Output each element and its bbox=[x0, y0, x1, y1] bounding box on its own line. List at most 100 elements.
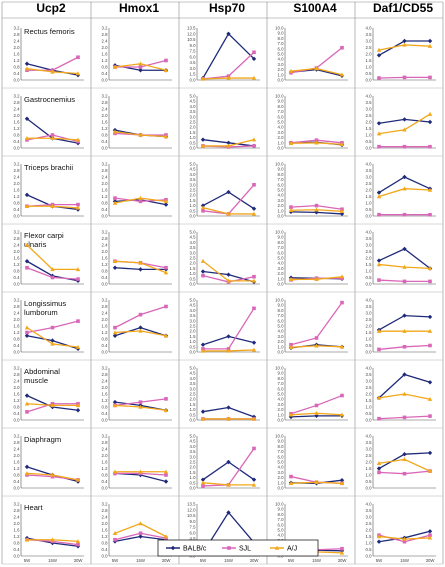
y-tick-label: 2.0 bbox=[366, 120, 373, 125]
data-point-sjl bbox=[76, 55, 80, 60]
y-tick-label: 13.5 bbox=[187, 26, 196, 31]
data-point-sjl bbox=[377, 470, 381, 475]
data-point-a-j bbox=[427, 328, 433, 333]
y-tick-label: 0.8 bbox=[14, 541, 21, 546]
data-point-sjl bbox=[164, 397, 168, 401]
y-tick-label: 0.8 bbox=[14, 133, 21, 138]
y-tick-label: 2.5 bbox=[190, 188, 197, 193]
y-tick-label: 3.5 bbox=[366, 236, 373, 241]
y-tick-label: 5.0 bbox=[190, 298, 197, 303]
y-tick-label: 1.2 bbox=[14, 330, 21, 335]
y-tick-label: 1.5 bbox=[190, 198, 197, 203]
data-point-sjl bbox=[252, 274, 256, 279]
data-point-a-j bbox=[427, 111, 433, 116]
y-tick-label: 3.0 bbox=[366, 175, 373, 180]
y-tick-label: 7.0 bbox=[278, 245, 285, 250]
data-point-sjl bbox=[138, 312, 143, 317]
muscle-label-flexor-carpi-ulnaris: ulnaris bbox=[24, 240, 47, 249]
data-point-a-j bbox=[24, 537, 30, 542]
y-tick-label: 2.4 bbox=[14, 515, 21, 520]
y-tick-label: 0.4 bbox=[14, 275, 21, 280]
data-point-a-j bbox=[314, 66, 319, 71]
y-tick-label: 2.0 bbox=[14, 317, 21, 322]
y-tick-label: 0.5 bbox=[366, 207, 373, 212]
data-point-a-j bbox=[50, 472, 55, 477]
data-point-a-j bbox=[314, 277, 319, 282]
data-point-sjl bbox=[402, 539, 407, 544]
y-tick-label: 0.5 bbox=[366, 547, 373, 552]
data-point-a-j bbox=[163, 469, 169, 474]
muscle-label-rectus-femoris: Rectus femoris bbox=[24, 27, 75, 36]
y-tick-label: 0.8 bbox=[102, 65, 109, 70]
y-tick-label: 2.8 bbox=[14, 304, 21, 309]
data-point-a-j bbox=[75, 344, 81, 349]
y-tick-label: 4.5 bbox=[190, 303, 197, 308]
y-tick-label: 4.0 bbox=[190, 172, 197, 177]
x-tick-label: 5W bbox=[200, 558, 207, 563]
y-tick-label: 1.2 bbox=[14, 194, 21, 199]
panel-daf1-cd55-longissimus-lumborum: 0.0 0.51.0 1.52.0 2.53.0 3.54.0 bbox=[366, 298, 436, 355]
y-tick-label: 1.6 bbox=[102, 120, 109, 125]
y-tick-label: 2.8 bbox=[102, 372, 109, 377]
data-point-a-j bbox=[138, 521, 143, 526]
data-point-sjl bbox=[289, 474, 293, 479]
y-tick-label: 3.0 bbox=[366, 243, 373, 248]
data-point-a-j bbox=[112, 129, 118, 134]
y-tick-label: 3.2 bbox=[14, 94, 21, 99]
y-tick-label: 2.4 bbox=[14, 39, 21, 44]
panel-s100a4-rectus-femoris: 0.01.02.03.04.05.06.07.08.09.010.0 bbox=[275, 26, 348, 83]
data-point-balb-c bbox=[138, 68, 143, 73]
y-tick-label: 5.0 bbox=[278, 324, 285, 329]
data-point-balb-c bbox=[226, 405, 231, 410]
panel-ucp2-diaphragm: 0.0 0.40.8 1.21.6 2.02.4 2.83.2 Diaphragm bbox=[14, 434, 84, 491]
panel-ucp2-abdominal-muscle: 0.0 0.40.8 1.21.6 2.02.4 2.83.2 Abdominalmusc… bbox=[14, 366, 84, 423]
y-tick-label: 2.8 bbox=[102, 440, 109, 445]
data-point-a-j bbox=[163, 67, 169, 72]
x-tick-label: 5W bbox=[376, 558, 383, 563]
y-tick-label: 0.8 bbox=[14, 65, 21, 70]
y-tick-label: 0.5 bbox=[190, 480, 197, 485]
y-tick-label: 5.0 bbox=[278, 52, 285, 57]
data-point-a-j bbox=[24, 471, 30, 476]
y-tick-label: 6.0 bbox=[278, 318, 285, 323]
y-tick-label: 3.2 bbox=[14, 366, 21, 371]
y-tick-label: 2.0 bbox=[278, 135, 285, 140]
data-point-balb-c bbox=[427, 314, 433, 320]
y-tick-label: 7.5 bbox=[190, 525, 197, 530]
y-tick-label: 1.6 bbox=[102, 52, 109, 57]
y-tick-label: 0.4 bbox=[14, 479, 21, 484]
data-point-sjl bbox=[340, 546, 344, 551]
y-tick-label: 0.4 bbox=[14, 71, 21, 76]
data-point-sjl bbox=[402, 212, 407, 217]
y-tick-label: 4.0 bbox=[278, 193, 285, 198]
data-point-balb-c bbox=[75, 408, 81, 413]
y-tick-label: 13.5 bbox=[187, 502, 196, 507]
y-tick-label: 0.4 bbox=[102, 71, 109, 76]
y-tick-label: 1.0 bbox=[366, 133, 373, 138]
y-tick-label: 2.4 bbox=[102, 447, 109, 452]
y-tick-label: 2.0 bbox=[102, 317, 109, 322]
y-tick-label: 2.0 bbox=[278, 203, 285, 208]
x-tick-label: 15W bbox=[136, 558, 146, 563]
data-point-sjl bbox=[377, 212, 381, 217]
data-point-a-j bbox=[402, 186, 407, 191]
y-tick-label: 4.0 bbox=[190, 376, 197, 381]
y-tick-label: 1.2 bbox=[14, 534, 21, 539]
y-tick-label: 3.2 bbox=[14, 434, 21, 439]
y-tick-label: 0.0 bbox=[278, 282, 285, 287]
y-tick-label: 1.0 bbox=[278, 412, 285, 417]
y-tick-label: 0.0 bbox=[102, 350, 109, 355]
data-point-a-j bbox=[163, 407, 169, 412]
y-tick-label: 0.8 bbox=[14, 337, 21, 342]
data-point-a-j bbox=[163, 199, 169, 204]
y-tick-label: 1.0 bbox=[190, 475, 197, 480]
legend-marker bbox=[227, 546, 231, 550]
data-point-a-j bbox=[24, 66, 30, 71]
y-tick-label: 4.0 bbox=[366, 162, 373, 167]
y-tick-label: 1.0 bbox=[366, 65, 373, 70]
y-tick-label: 8.0 bbox=[278, 308, 285, 313]
data-point-a-j bbox=[138, 328, 143, 333]
y-tick-label: 2.0 bbox=[278, 407, 285, 412]
muscle-label-triceps-brachii: Triceps brachii bbox=[24, 163, 73, 172]
data-point-balb-c bbox=[402, 372, 407, 377]
